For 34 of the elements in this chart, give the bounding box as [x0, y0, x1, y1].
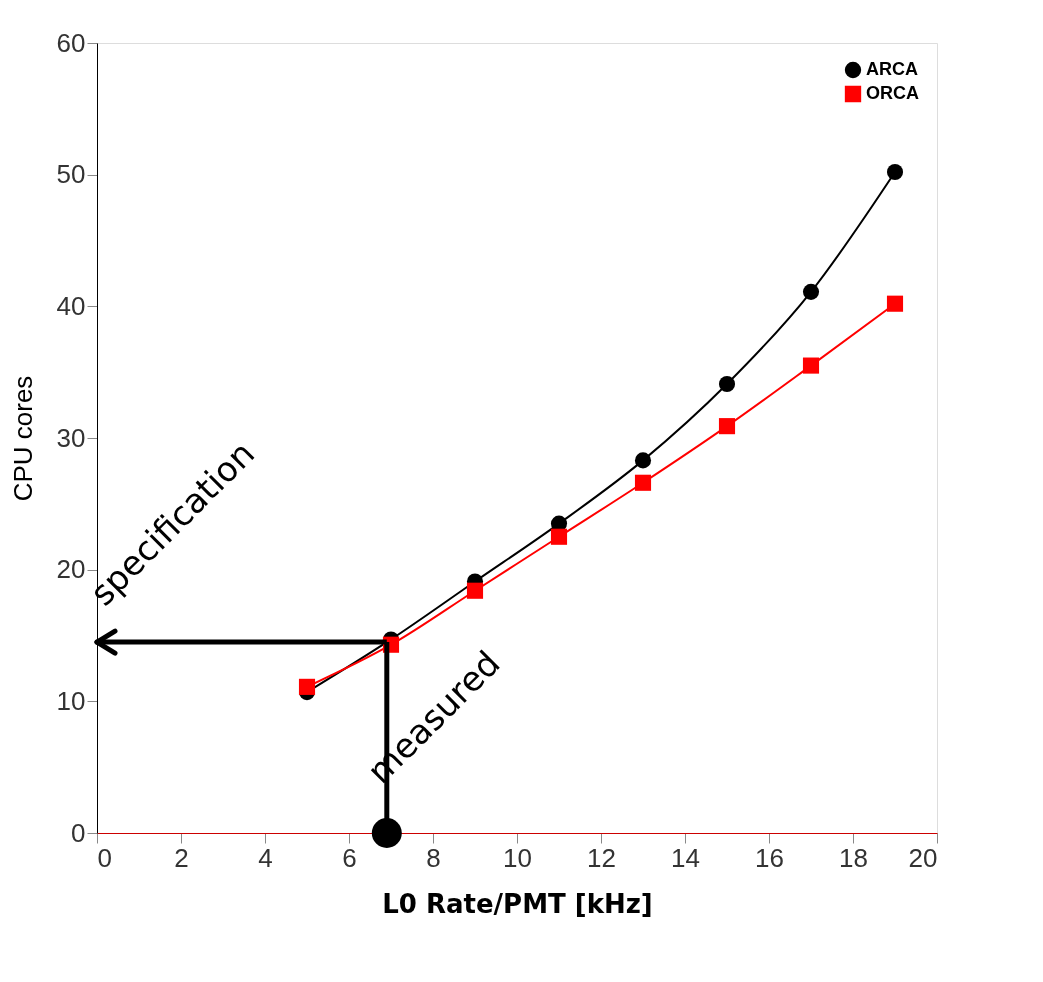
- y-tick-label: 10: [56, 685, 86, 716]
- y-tick-label: 30: [56, 422, 86, 453]
- y-tick-label: 60: [56, 27, 86, 58]
- x-tick-label: 16: [755, 842, 784, 873]
- y-axis-title: CPU cores: [7, 375, 38, 502]
- x-tick-label: 8: [426, 842, 441, 873]
- point: [466, 582, 484, 599]
- x-tick-label: 20: [908, 842, 938, 873]
- point: [886, 163, 904, 181]
- y-tick-label: 40: [56, 290, 86, 321]
- x-tick-label: 6: [342, 842, 357, 873]
- point: [298, 678, 316, 695]
- point: [718, 418, 736, 435]
- point: [802, 357, 820, 374]
- point: [718, 375, 736, 393]
- x-tick-label: 4: [258, 842, 273, 873]
- y-tick-label: 50: [56, 159, 86, 190]
- x-tick-label: 10: [503, 842, 532, 873]
- point: [886, 295, 904, 312]
- point: [550, 528, 568, 545]
- point: [634, 452, 652, 469]
- point: [634, 474, 652, 491]
- y-tick-label: 0: [71, 817, 86, 848]
- point: [802, 283, 820, 300]
- x-tick-label: 18: [839, 842, 868, 873]
- x-axis-title: L0 Rate/PMT [kHz]: [382, 888, 653, 919]
- legend-label: ARCA: [866, 59, 918, 79]
- y-tick-label: 20: [56, 554, 86, 585]
- x-tick-label: 12: [587, 842, 616, 873]
- x-tick-label: 14: [671, 842, 700, 873]
- x-tick-label: 0: [97, 842, 112, 873]
- point: [371, 818, 402, 848]
- x-tick-label: 2: [174, 842, 189, 873]
- legend-label: ORCA: [866, 83, 919, 103]
